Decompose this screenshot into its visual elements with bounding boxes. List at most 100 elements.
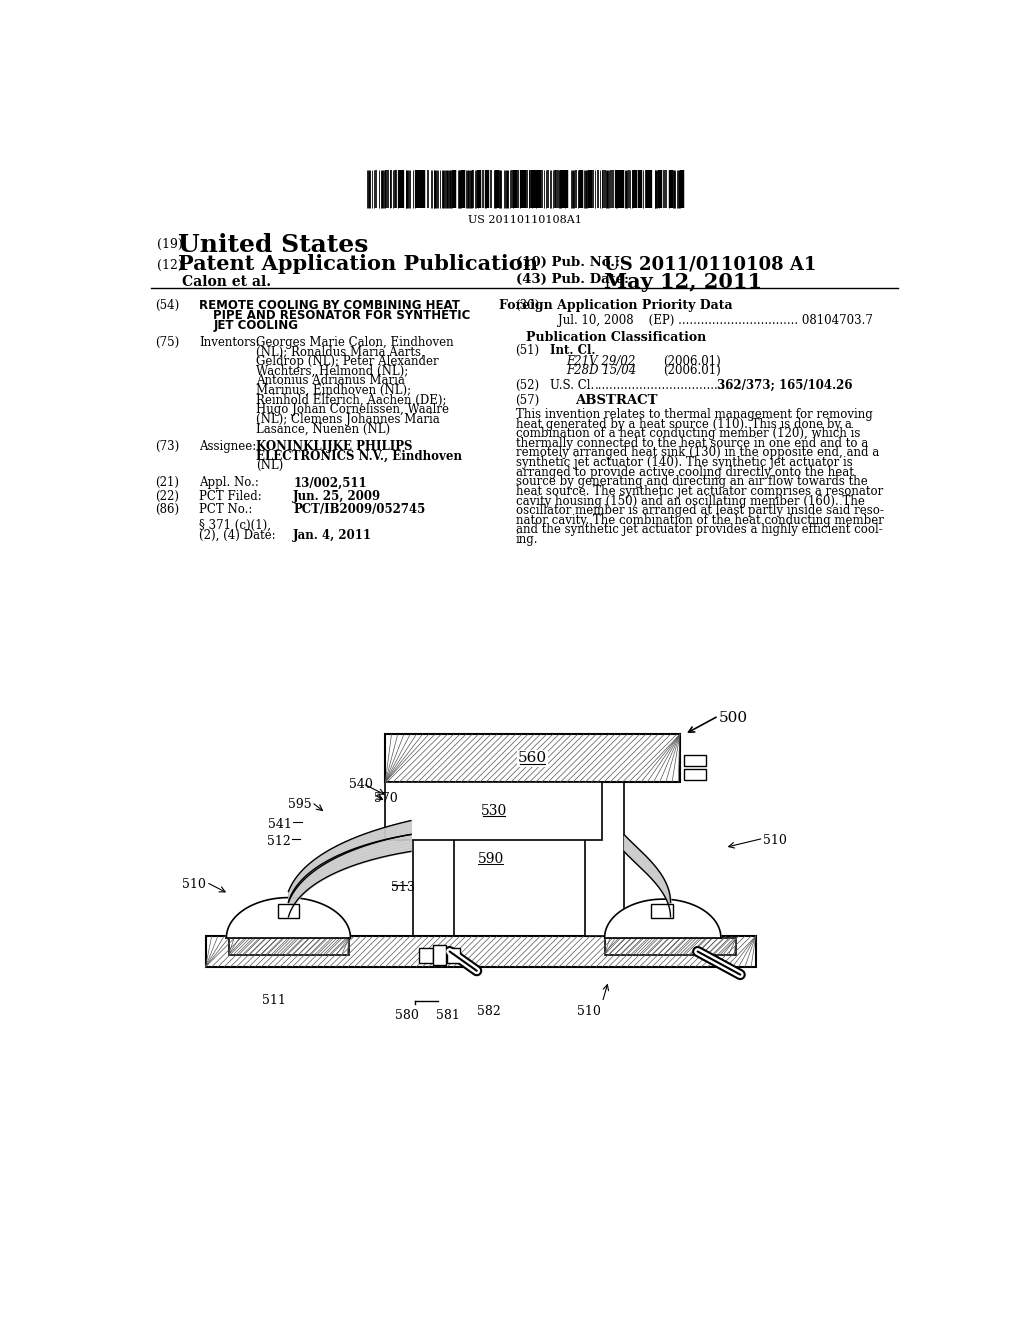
Text: Inventors:: Inventors:: [200, 335, 260, 348]
Text: Marinus, Eindhoven (NL);: Marinus, Eindhoven (NL);: [256, 384, 411, 397]
Text: (30): (30): [515, 300, 540, 313]
Text: 580: 580: [395, 1010, 419, 1022]
Text: F28D 15/04: F28D 15/04: [566, 364, 636, 378]
Text: heat generated by a heat source (110). This is done by a: heat generated by a heat source (110). T…: [515, 417, 851, 430]
Bar: [278, 904, 299, 917]
Text: Int. Cl.: Int. Cl.: [550, 345, 596, 358]
Text: PIPE AND RESONATOR FOR SYNTHETIC: PIPE AND RESONATOR FOR SYNTHETIC: [213, 309, 471, 322]
Text: (21): (21): [155, 477, 179, 490]
Text: arranged to provide active cooling directly onto the heat: arranged to provide active cooling direc…: [515, 466, 853, 479]
Text: (2), (4) Date:: (2), (4) Date:: [200, 529, 275, 541]
Text: KONINKLIJKE PHILIPS: KONINKLIJKE PHILIPS: [256, 440, 413, 453]
Polygon shape: [226, 898, 350, 937]
Bar: [419, 948, 432, 964]
Text: May 12, 2011: May 12, 2011: [604, 272, 762, 292]
Text: (54): (54): [155, 300, 179, 313]
Text: (73): (73): [155, 440, 179, 453]
Text: heat source. The synthetic jet actuator comprises a resonator: heat source. The synthetic jet actuator …: [515, 484, 883, 498]
Bar: [385, 734, 680, 781]
Text: Reinhold Elferich, Aachen (DE);: Reinhold Elferich, Aachen (DE);: [256, 393, 446, 407]
Text: 510: 510: [764, 834, 787, 847]
Bar: [433, 945, 445, 965]
Text: 595: 595: [288, 797, 311, 810]
Text: (2006.01): (2006.01): [663, 355, 721, 368]
Text: REMOTE COOLING BY COMBINING HEAT: REMOTE COOLING BY COMBINING HEAT: [200, 300, 460, 313]
Text: (43) Pub. Date:: (43) Pub. Date:: [515, 273, 629, 286]
Text: 590: 590: [477, 853, 504, 866]
Bar: [228, 937, 349, 954]
Text: combination of a heat conducting member (120), which is: combination of a heat conducting member …: [515, 428, 860, 440]
Text: (19): (19): [158, 238, 183, 251]
Bar: [586, 781, 624, 936]
Text: 513: 513: [391, 880, 416, 894]
Bar: [206, 936, 756, 966]
Text: 530: 530: [480, 804, 507, 818]
Text: Jun. 25, 2009: Jun. 25, 2009: [293, 490, 381, 503]
Text: 570: 570: [375, 792, 398, 805]
Text: ing.: ing.: [515, 533, 538, 546]
Text: Georges Marie Calon, Eindhoven: Georges Marie Calon, Eindhoven: [256, 335, 454, 348]
Text: 512: 512: [267, 836, 291, 849]
Text: 560: 560: [518, 751, 547, 766]
Bar: [604, 937, 736, 954]
Text: (75): (75): [155, 335, 179, 348]
Text: PCT No.:: PCT No.:: [200, 503, 253, 516]
Text: (NL); Ronaldus Maria Aarts,: (NL); Ronaldus Maria Aarts,: [256, 346, 425, 359]
Text: Jul. 10, 2008    (EP) ................................ 08104703.7: Jul. 10, 2008 (EP) .....................…: [558, 314, 873, 326]
Text: ....................................: ....................................: [595, 379, 729, 392]
Text: JET COOLING: JET COOLING: [213, 318, 298, 331]
Bar: [414, 781, 454, 936]
Text: ABSTRACT: ABSTRACT: [575, 395, 657, 408]
Text: Appl. No.:: Appl. No.:: [200, 477, 259, 490]
Text: (NL): (NL): [256, 459, 283, 473]
Text: (10) Pub. No.:: (10) Pub. No.:: [515, 256, 620, 269]
Text: (2006.01): (2006.01): [663, 364, 721, 378]
Text: and the synthetic jet actuator provides a highly efficient cool-: and the synthetic jet actuator provides …: [515, 524, 883, 536]
Text: PCT/IB2009/052745: PCT/IB2009/052745: [293, 503, 425, 516]
Text: ELECTRONICS N.V., Eindhoven: ELECTRONICS N.V., Eindhoven: [256, 449, 462, 462]
Text: 510: 510: [181, 878, 206, 891]
Text: US 2011/0110108 A1: US 2011/0110108 A1: [604, 256, 816, 273]
Text: Foreign Application Priority Data: Foreign Application Priority Data: [500, 300, 733, 313]
Text: Geldrop (NL); Peter Alexander: Geldrop (NL); Peter Alexander: [256, 355, 438, 368]
Text: § 371 (c)(1),: § 371 (c)(1),: [200, 519, 271, 532]
Text: Patent Application Publication: Patent Application Publication: [177, 253, 538, 273]
Text: This invention relates to thermal management for removing: This invention relates to thermal manage…: [515, 408, 872, 421]
Text: 541: 541: [268, 818, 292, 832]
Text: Jan. 4, 2011: Jan. 4, 2011: [293, 529, 372, 541]
Text: PCT Filed:: PCT Filed:: [200, 490, 262, 503]
Text: US 20110110108A1: US 20110110108A1: [468, 215, 582, 226]
Text: (51): (51): [515, 345, 540, 358]
Text: 362/373; 165/104.26: 362/373; 165/104.26: [717, 379, 853, 392]
Text: synthetic jet actuator (140). The synthetic jet actuator is: synthetic jet actuator (140). The synthe…: [515, 455, 852, 469]
Bar: [684, 755, 707, 766]
Text: Calon et al.: Calon et al.: [182, 275, 271, 289]
Polygon shape: [604, 899, 721, 937]
Text: (57): (57): [515, 395, 540, 408]
Text: (12): (12): [158, 259, 183, 272]
Polygon shape: [226, 898, 350, 937]
Text: Lasance, Nuenen (NL): Lasance, Nuenen (NL): [256, 422, 390, 436]
Text: F21V 29/02: F21V 29/02: [566, 355, 635, 368]
Text: U.S. Cl.: U.S. Cl.: [550, 379, 595, 392]
Bar: [446, 948, 461, 964]
Text: nator cavity. The combination of the heat conducting member: nator cavity. The combination of the hea…: [515, 513, 884, 527]
Text: thermally connected to the heat source in one end and to a: thermally connected to the heat source i…: [515, 437, 867, 450]
Text: remotely arranged heat sink (130) in the opposite end, and a: remotely arranged heat sink (130) in the…: [515, 446, 879, 459]
Text: 540: 540: [349, 779, 373, 791]
Text: Assignee:: Assignee:: [200, 440, 257, 453]
Text: oscillator member is arranged at least partly inside said reso-: oscillator member is arranged at least p…: [515, 504, 884, 517]
Bar: [684, 770, 707, 780]
Text: (86): (86): [155, 503, 179, 516]
Text: 581: 581: [436, 1010, 461, 1022]
Text: (52): (52): [515, 379, 540, 392]
Text: 13/002,511: 13/002,511: [293, 477, 367, 490]
Text: United States: United States: [177, 234, 368, 257]
Text: Publication Classification: Publication Classification: [526, 331, 707, 345]
Bar: [385, 781, 602, 840]
Text: 510: 510: [578, 1006, 601, 1019]
Text: source by generating and directing an air flow towards the: source by generating and directing an ai…: [515, 475, 867, 488]
Text: 500: 500: [719, 711, 748, 725]
Text: 582: 582: [477, 1006, 501, 1019]
Text: (NL); Clemens Johannes Maria: (NL); Clemens Johannes Maria: [256, 413, 439, 426]
